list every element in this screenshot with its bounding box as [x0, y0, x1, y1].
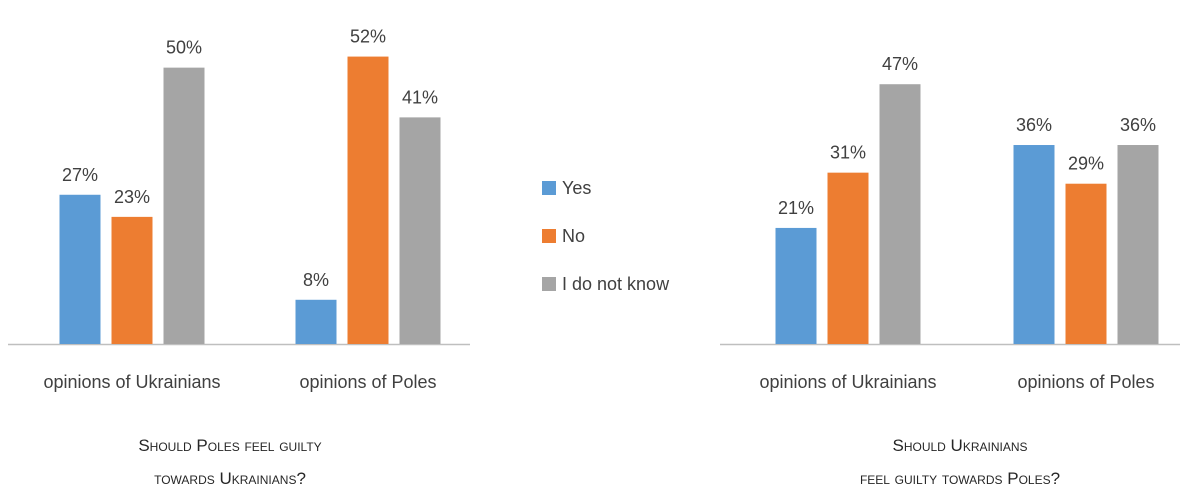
data-label-right-yes-cat1: 21%: [778, 198, 814, 218]
legend-label-no: No: [562, 226, 585, 246]
data-label-left-no-cat1: 23%: [114, 187, 150, 207]
chart-title-left-line-2: towards Ukrainians?: [154, 469, 306, 488]
category-label-right-1: opinions of Ukrainians: [759, 372, 936, 392]
chart-title-right-line-1: Should Ukrainians: [892, 436, 1027, 455]
category-label-left-2: opinions of Poles: [299, 372, 436, 392]
legend-swatch-dont-know: [542, 277, 556, 291]
bar-right-yes-cat2: [1013, 145, 1055, 344]
bar-left-dont-know-cat1: [163, 67, 205, 345]
bar-right-no-cat1: [827, 172, 869, 344]
bar-left-yes-cat1: [59, 194, 101, 344]
data-label-left-dont-know-cat1: 50%: [166, 38, 202, 58]
bar-right-dont-know-cat1: [879, 84, 921, 344]
data-label-left-yes-cat1: 27%: [62, 165, 98, 185]
chart-title-right-line-2: feel guilty towards Poles?: [860, 469, 1060, 488]
data-label-left-yes-cat2: 8%: [303, 270, 329, 290]
bar-right-yes-cat1: [775, 227, 817, 344]
chart-left: 27% 23% 50% opinions of Ukrainians 8% 52% 41% o…: [8, 27, 470, 488]
bar-right-dont-know-cat2: [1117, 145, 1159, 344]
bar-left-yes-cat2: [295, 299, 337, 344]
chart-title-left-line-1: Should Poles feel guilty: [138, 436, 321, 455]
legend-label-yes: Yes: [562, 178, 591, 198]
bar-right-no-cat2: [1065, 183, 1107, 344]
legend-swatch-yes: [542, 181, 556, 195]
data-label-right-no-cat2: 29%: [1068, 154, 1104, 174]
legend: Yes No I do not know: [542, 178, 670, 294]
data-label-left-no-cat2: 52%: [350, 27, 386, 47]
bar-left-dont-know-cat2: [399, 117, 441, 344]
legend-swatch-no: [542, 229, 556, 243]
legend-label-dont-know: I do not know: [562, 274, 670, 294]
category-label-left-1: opinions of Ukrainians: [43, 372, 220, 392]
data-label-right-no-cat1: 31%: [830, 143, 866, 163]
bar-left-no-cat2: [347, 56, 389, 344]
data-label-right-dont-know-cat2: 36%: [1120, 115, 1156, 135]
category-label-right-2: opinions of Poles: [1017, 372, 1154, 392]
data-label-right-dont-know-cat1: 47%: [882, 54, 918, 74]
bar-left-no-cat1: [111, 216, 153, 344]
data-label-left-dont-know-cat2: 41%: [402, 87, 438, 107]
data-label-right-yes-cat2: 36%: [1016, 115, 1052, 135]
chart-right: 21% 31% 47% opinions of Ukrainians 36% 29% 36%…: [720, 54, 1180, 488]
